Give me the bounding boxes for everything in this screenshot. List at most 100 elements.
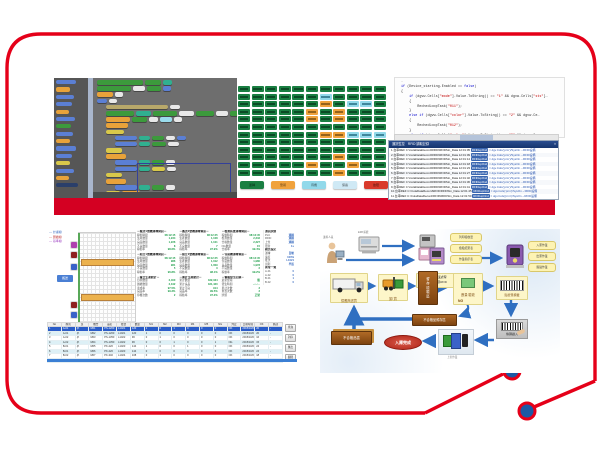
status-cell[interactable] (319, 93, 332, 100)
status-cell[interactable] (373, 108, 386, 115)
log-line[interactable]: 5.台車REF C:\ColaDataRecord\RFID\RFIDStn_D… (389, 166, 558, 171)
status-cell[interactable] (265, 139, 278, 146)
status-cell[interactable] (346, 123, 359, 130)
code-block[interactable] (139, 166, 150, 172)
palette-block[interactable] (56, 124, 71, 129)
status-cell[interactable] (360, 108, 373, 115)
palette-block[interactable] (56, 153, 72, 158)
status-cell[interactable] (333, 131, 346, 138)
code-block[interactable] (115, 141, 137, 147)
status-cell[interactable] (373, 169, 386, 176)
status-cell[interactable] (278, 86, 291, 92)
code-block[interactable] (97, 92, 113, 97)
code-block[interactable] (106, 179, 126, 184)
code-block[interactable] (115, 166, 137, 172)
status-cell[interactable] (251, 101, 264, 108)
table-button[interactable]: 匯出 (285, 344, 296, 352)
palette-block[interactable] (56, 168, 74, 173)
status-cell[interactable] (360, 169, 373, 176)
status-cell[interactable] (251, 116, 264, 123)
status-cell[interactable] (292, 154, 305, 161)
status-cell[interactable] (265, 116, 278, 123)
status-cell[interactable] (251, 161, 264, 168)
status-cell[interactable] (360, 116, 373, 123)
status-cell[interactable] (319, 86, 332, 92)
log-line[interactable]: 4.台車REF C:\ColaDataRecord\RFID\RFIDStn_D… (389, 161, 558, 167)
status-cell[interactable] (333, 139, 346, 146)
code-block[interactable] (152, 160, 164, 166)
status-cell[interactable] (238, 93, 250, 100)
status-cell[interactable] (251, 93, 264, 100)
palette-scrollbar[interactable] (88, 78, 93, 198)
log-line[interactable]: 9.台車REF C:\ColaDataRecord\RFID\RFIDStn_D… (389, 184, 558, 190)
status-cell[interactable] (333, 101, 346, 108)
status-cell[interactable] (360, 154, 373, 161)
status-cell[interactable] (265, 123, 278, 130)
status-cell[interactable] (305, 116, 318, 123)
log-line[interactable]: 3.台車REF C:\ColaDataRecord\RFID\RFIDStn_D… (389, 157, 558, 162)
code-block[interactable] (170, 104, 180, 110)
log-line[interactable]: 6.台車REF C:\ColaDataRecord\RFID\RFIDStn_D… (389, 170, 558, 176)
status-cell[interactable] (373, 101, 386, 108)
status-cell[interactable] (373, 161, 386, 168)
log-line[interactable]: 2.台車REF C:\ColaDataRecord\RFID\RFIDStn_D… (389, 152, 558, 158)
code-block[interactable] (152, 135, 164, 141)
status-cell[interactable] (305, 139, 318, 146)
status-cell[interactable] (319, 116, 332, 123)
code-block[interactable] (106, 129, 124, 135)
table-row[interactable]: 2 A-01 早 M02 PS-1200 L1021 120 1 0 0 0 0 0 OK 2015/10/… (47, 330, 283, 337)
block-palette[interactable] (54, 78, 88, 198)
status-cell[interactable] (278, 101, 291, 108)
status-cell[interactable] (360, 161, 373, 168)
palette-block[interactable] (56, 102, 72, 107)
status-cell[interactable] (346, 146, 359, 153)
table-button[interactable]: 查詢 (285, 324, 296, 332)
code-block[interactable] (139, 185, 150, 190)
status-cell[interactable] (373, 123, 386, 130)
status-cell[interactable] (346, 93, 359, 100)
log-title-bar[interactable]: 通訊監控 RFID 讀取記錄 × (389, 141, 558, 148)
status-cell[interactable] (319, 123, 332, 130)
log-line[interactable]: 8.台車REF C:\ColaDataRecord\RFID\RFIDStn_D… (389, 180, 558, 185)
status-cell[interactable] (319, 146, 332, 153)
code-block[interactable] (230, 110, 237, 116)
status-cell[interactable] (346, 169, 359, 176)
code-block[interactable] (168, 141, 179, 147)
status-cell[interactable] (292, 93, 305, 100)
code-block[interactable] (166, 160, 175, 166)
status-cell[interactable] (292, 101, 305, 108)
palette-block[interactable] (56, 183, 78, 188)
status-cell[interactable] (292, 108, 305, 115)
code-block[interactable] (115, 135, 137, 141)
status-cell[interactable] (346, 101, 359, 108)
code-block[interactable] (109, 98, 117, 104)
status-cell[interactable] (346, 131, 359, 138)
status-cell[interactable] (238, 154, 250, 161)
status-cell[interactable] (319, 108, 332, 115)
status-cell[interactable] (360, 146, 373, 153)
status-cell[interactable] (360, 139, 373, 146)
status-cell[interactable] (292, 161, 305, 168)
status-cell[interactable] (238, 108, 250, 115)
status-cell[interactable] (265, 169, 278, 176)
palette-block[interactable] (56, 87, 70, 92)
status-cell[interactable] (292, 146, 305, 153)
status-cell[interactable] (373, 139, 386, 146)
code-block[interactable] (166, 185, 175, 190)
status-cell[interactable] (251, 139, 264, 146)
status-cell[interactable] (346, 86, 359, 92)
status-cell[interactable] (305, 131, 318, 138)
code-block[interactable] (139, 160, 150, 166)
status-cell[interactable] (278, 108, 291, 115)
status-cell[interactable] (278, 169, 291, 176)
code-block[interactable] (139, 141, 150, 147)
code-block[interactable] (167, 166, 176, 172)
code-block[interactable] (106, 172, 122, 178)
status-cell[interactable] (278, 93, 291, 100)
palette-block[interactable] (56, 175, 69, 181)
palette-block[interactable] (56, 161, 70, 166)
status-cell[interactable] (278, 116, 291, 123)
status-cell[interactable] (346, 161, 359, 168)
status-cell[interactable] (319, 139, 332, 146)
status-cell[interactable] (333, 116, 346, 123)
